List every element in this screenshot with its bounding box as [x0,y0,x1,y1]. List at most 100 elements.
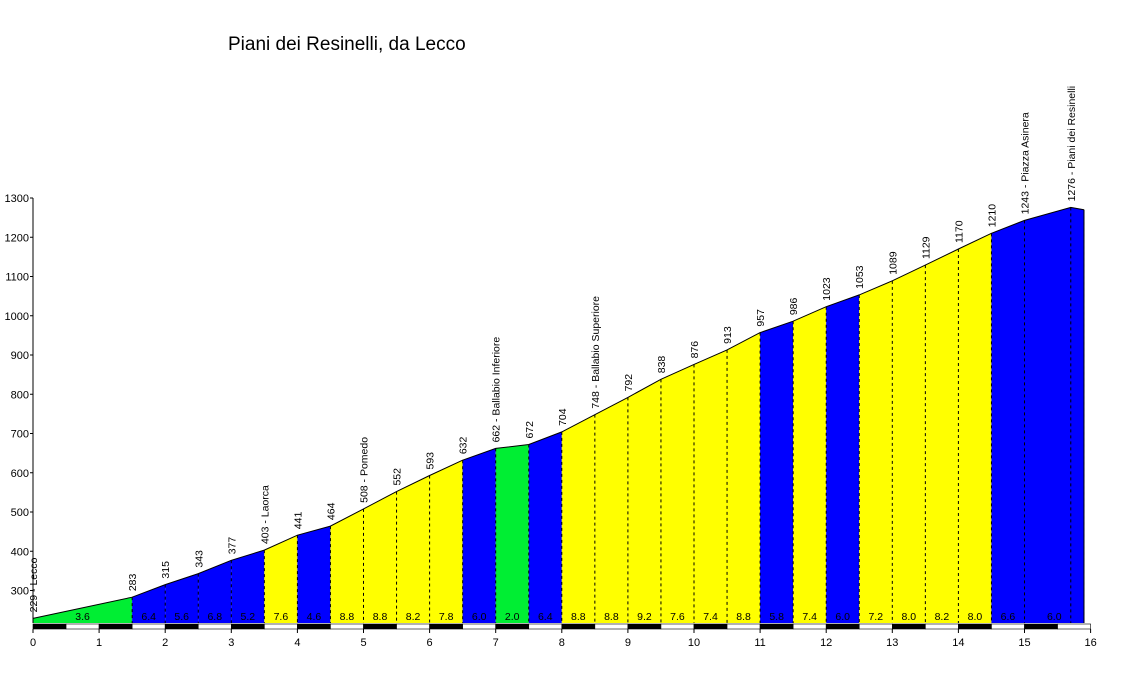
segment-fill-5 [264,535,298,623]
y-tick-label: 1000 [5,311,29,323]
gradient-label: 8.8 [373,611,388,623]
segment-fill-2 [165,573,199,623]
elevation-label: 672 [524,421,536,439]
gradient-label: 6.8 [207,611,222,623]
distance-bar-block [429,623,463,630]
elevation-label: 1053 [854,265,866,289]
distance-bar-block [495,623,530,630]
distance-bar-block [925,623,959,630]
x-tick-label: 7 [493,637,499,649]
distance-bar-block [594,623,629,630]
gradient-label: 5.2 [241,611,256,623]
distance-bar-block [627,623,662,630]
distance-bar-block [958,623,992,630]
elevation-label: 913 [722,326,734,344]
gradient-label: 8.8 [340,611,355,623]
segment-fill-17 [660,364,694,623]
x-tick-label: 12 [820,637,832,649]
x-tick-label: 5 [360,637,366,649]
elevation-label: 464 [325,502,337,520]
y-tick-label: 800 [11,389,29,401]
segment-fill-27 [991,220,1025,623]
segment-fill-20 [760,321,794,623]
distance-bar-block [759,623,794,630]
elevation-label: 1023 [821,277,833,301]
distance-bar-block [231,623,265,630]
gradient-label: 7.6 [274,611,289,623]
x-tick-label: 11 [754,637,765,649]
segment-fill-18 [694,349,727,623]
y-tick-label: 900 [11,350,29,362]
segment-fill-14 [561,414,595,623]
elevation-label: 876 [689,341,701,359]
gradient-labels: 3.6 6.4 5.6 6.8 5.2 7.6 4.6 8.8 8.8 8.2 7.8 6.0 2.0 6… [75,611,1061,623]
y-tick-label: 400 [11,546,29,558]
x-tick-label: 10 [688,637,700,649]
gradient-label: 6.4 [538,611,553,623]
distance-bar-block [561,623,596,630]
gradient-label: 5.6 [174,611,189,623]
segment-fill-3 [198,560,232,623]
distance-bar-block [363,623,397,630]
elevation-label: 283 [127,573,139,591]
x-tick-label: 15 [1018,637,1030,649]
x-tick-label: 1 [96,637,102,649]
x-tick-label: 9 [625,637,631,649]
segment-fill-6 [297,526,331,623]
x-tick-label: 16 [1084,637,1096,649]
x-tick-label: 3 [228,637,234,649]
gradient-label: 7.8 [439,611,454,623]
y-tick-label: 500 [11,507,29,519]
segment-fill-15 [594,397,628,623]
y-tick-label: 700 [11,429,29,441]
gradient-label: 8.8 [571,611,586,623]
gradient-label: 8.8 [604,611,619,623]
distance-bar-block [693,623,728,630]
y-tick-label: 1100 [5,272,29,284]
segment-fill-9 [396,475,430,623]
distance-bar-block [792,623,827,630]
distance-bar-block [131,623,166,630]
gradient-label: 6.0 [472,611,487,623]
x-tick-label: 4 [294,637,300,649]
elevation-label: 593 [425,452,437,470]
distance-bar-block [1024,623,1058,630]
elevation-label: 838 [656,356,668,374]
elevation-label: 986 [788,297,800,315]
elevation-label: 508 - Pomedo [358,437,370,503]
elevation-label: 403 - Laorca [259,485,271,544]
gradient-label: 7.4 [802,611,817,623]
elevation-label: 377 [226,537,238,555]
distance-bar-block [32,623,67,630]
distance-bar-block [197,623,232,630]
elevation-label: 1210 [986,204,998,228]
gradient-label: 8.0 [968,611,983,623]
distance-bar-block [462,623,496,630]
segment-fill-4 [231,550,265,623]
elevation-label: 441 [292,512,304,530]
y-tick-label: 300 [11,586,29,598]
distance-bar-block [1057,623,1091,630]
segment-fill-24 [892,265,926,623]
chart-title: Piani dei Resinelli, da Lecco [228,34,466,55]
segment-fill-22 [826,294,860,623]
gradient-label: 3.6 [75,611,90,623]
distance-bar-block [264,623,298,630]
distance-bar-block [858,623,893,630]
x-tick-label: 6 [427,637,433,649]
gradient-label: 8.0 [902,611,917,623]
elevation-label: 662 - Ballabio Inferiore [491,337,503,443]
distance-bar-block [528,623,563,630]
gradient-label: 5.8 [769,611,784,623]
distance-bar-block [660,623,695,630]
segment-fill-28 [1024,207,1084,623]
gradient-label: 6.4 [141,611,156,623]
distance-bar-block [891,623,926,630]
segment-fill-19 [727,332,761,623]
distance-bar-block [991,623,1025,630]
segment-fill-8 [363,491,397,623]
elevation-label: 1129 [920,236,932,259]
segment-fill-12 [495,444,529,623]
distance-bar-block [396,623,430,630]
